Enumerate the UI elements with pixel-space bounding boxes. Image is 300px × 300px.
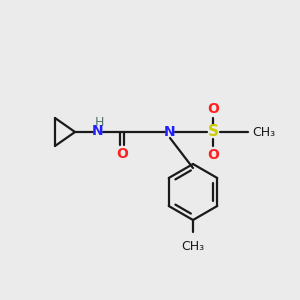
- Text: CH₃: CH₃: [252, 125, 275, 139]
- Text: N: N: [92, 124, 104, 138]
- Text: O: O: [116, 147, 128, 161]
- Text: S: S: [208, 124, 218, 140]
- Text: H: H: [94, 116, 104, 130]
- Text: O: O: [207, 102, 219, 116]
- Text: N: N: [164, 125, 176, 139]
- Text: CH₃: CH₃: [182, 240, 205, 253]
- Text: O: O: [207, 148, 219, 162]
